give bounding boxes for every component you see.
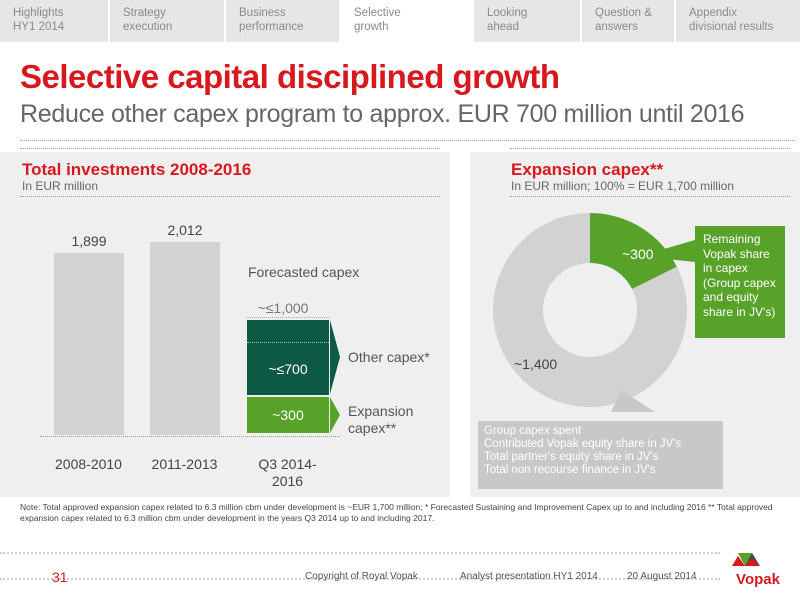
nav-tab-strategy[interactable]: Strategy execution bbox=[110, 0, 226, 42]
expansion-subtitle: In EUR million; 100% = EUR 1,700 million bbox=[511, 179, 735, 193]
copyright: Copyright of Royal Vopak bbox=[305, 571, 418, 582]
presentation-date: 20 August 2014 bbox=[627, 571, 697, 582]
bar-expansion-capex: ~300 bbox=[247, 397, 329, 433]
legend-other-capex: Other capex* bbox=[348, 349, 430, 365]
slice-label: ~1,400 bbox=[514, 356, 558, 372]
bar-other-capex-top bbox=[247, 320, 329, 342]
nav-tab-qa[interactable]: Question & answers bbox=[582, 0, 676, 42]
callout-line: Total non recourse finance in JV's bbox=[484, 464, 656, 476]
callout-heading: Group capex spent bbox=[484, 425, 582, 437]
x-tick-label: 2011-2013 bbox=[151, 456, 218, 472]
divider bbox=[20, 140, 795, 141]
investments-subtitle: In EUR million bbox=[22, 179, 99, 193]
x-tick-label: Q3 2014- 2016 bbox=[258, 456, 317, 489]
arrow-icon bbox=[330, 397, 340, 433]
expansion-title: Expansion capex** bbox=[511, 160, 664, 179]
page-title: Selective capital disciplined growth bbox=[20, 58, 560, 95]
forecast-label: Forecasted capex bbox=[248, 264, 360, 280]
nav-tab-highlights[interactable]: Highlights HY1 2014 bbox=[0, 0, 110, 42]
bar-other-capex: ~≤700 bbox=[247, 342, 329, 395]
divider bbox=[0, 552, 720, 554]
bar-value-label: ~300 bbox=[272, 407, 304, 423]
nav-tab-selective-growth[interactable]: Selective growth bbox=[341, 0, 474, 42]
divider bbox=[0, 578, 720, 580]
bar-2008-2010 bbox=[54, 252, 124, 435]
bar-2011-2013 bbox=[150, 241, 220, 435]
investments-title: Total investments 2008-2016 bbox=[22, 160, 252, 179]
divider bbox=[510, 196, 790, 197]
vopak-logo: Vopak bbox=[732, 553, 781, 588]
divider bbox=[20, 148, 440, 149]
callout-line: Total partner's equity share in JV's bbox=[484, 451, 659, 463]
page-number: 31 bbox=[52, 569, 68, 585]
top-nav: Highlights HY1 2014 Strategy execution B… bbox=[0, 0, 800, 42]
forecast-total-label: ~≤1,000 bbox=[257, 300, 309, 316]
logo-text: Vopak bbox=[736, 571, 781, 588]
slice-label: ~300 bbox=[622, 246, 654, 262]
x-axis bbox=[40, 436, 340, 437]
divider bbox=[20, 196, 440, 197]
page-subtitle: Reduce other capex program to approx. EU… bbox=[20, 100, 745, 128]
nav-tab-business[interactable]: Business performance bbox=[226, 0, 341, 42]
bar-value-label: 1,899 bbox=[71, 232, 107, 249]
callout-line: Contributed Vopak equity share in JV's bbox=[484, 438, 682, 450]
nav-tab-looking-ahead[interactable]: Looking ahead bbox=[474, 0, 582, 42]
bar-value-label: 2,012 bbox=[167, 221, 203, 238]
arrow-icon bbox=[330, 320, 340, 394]
nav-tab-appendix[interactable]: Appendix divisional results bbox=[689, 7, 774, 33]
legend-expansion-capex: Expansion capex** bbox=[348, 403, 414, 436]
bar-value-label: ~≤700 bbox=[268, 361, 308, 377]
footnote: Note: Total approved expansion capex rel… bbox=[20, 502, 773, 523]
callout-remaining-share: Remaining Vopak share in capex (Group ca… bbox=[695, 226, 785, 338]
callout-group-capex: Group capex spent Contributed Vopak equi… bbox=[478, 421, 723, 489]
x-tick-label: 2008-2010 bbox=[55, 456, 122, 472]
presentation-name: Analyst presentation HY1 2014 bbox=[460, 571, 598, 582]
divider bbox=[247, 317, 329, 318]
divider bbox=[510, 148, 790, 149]
